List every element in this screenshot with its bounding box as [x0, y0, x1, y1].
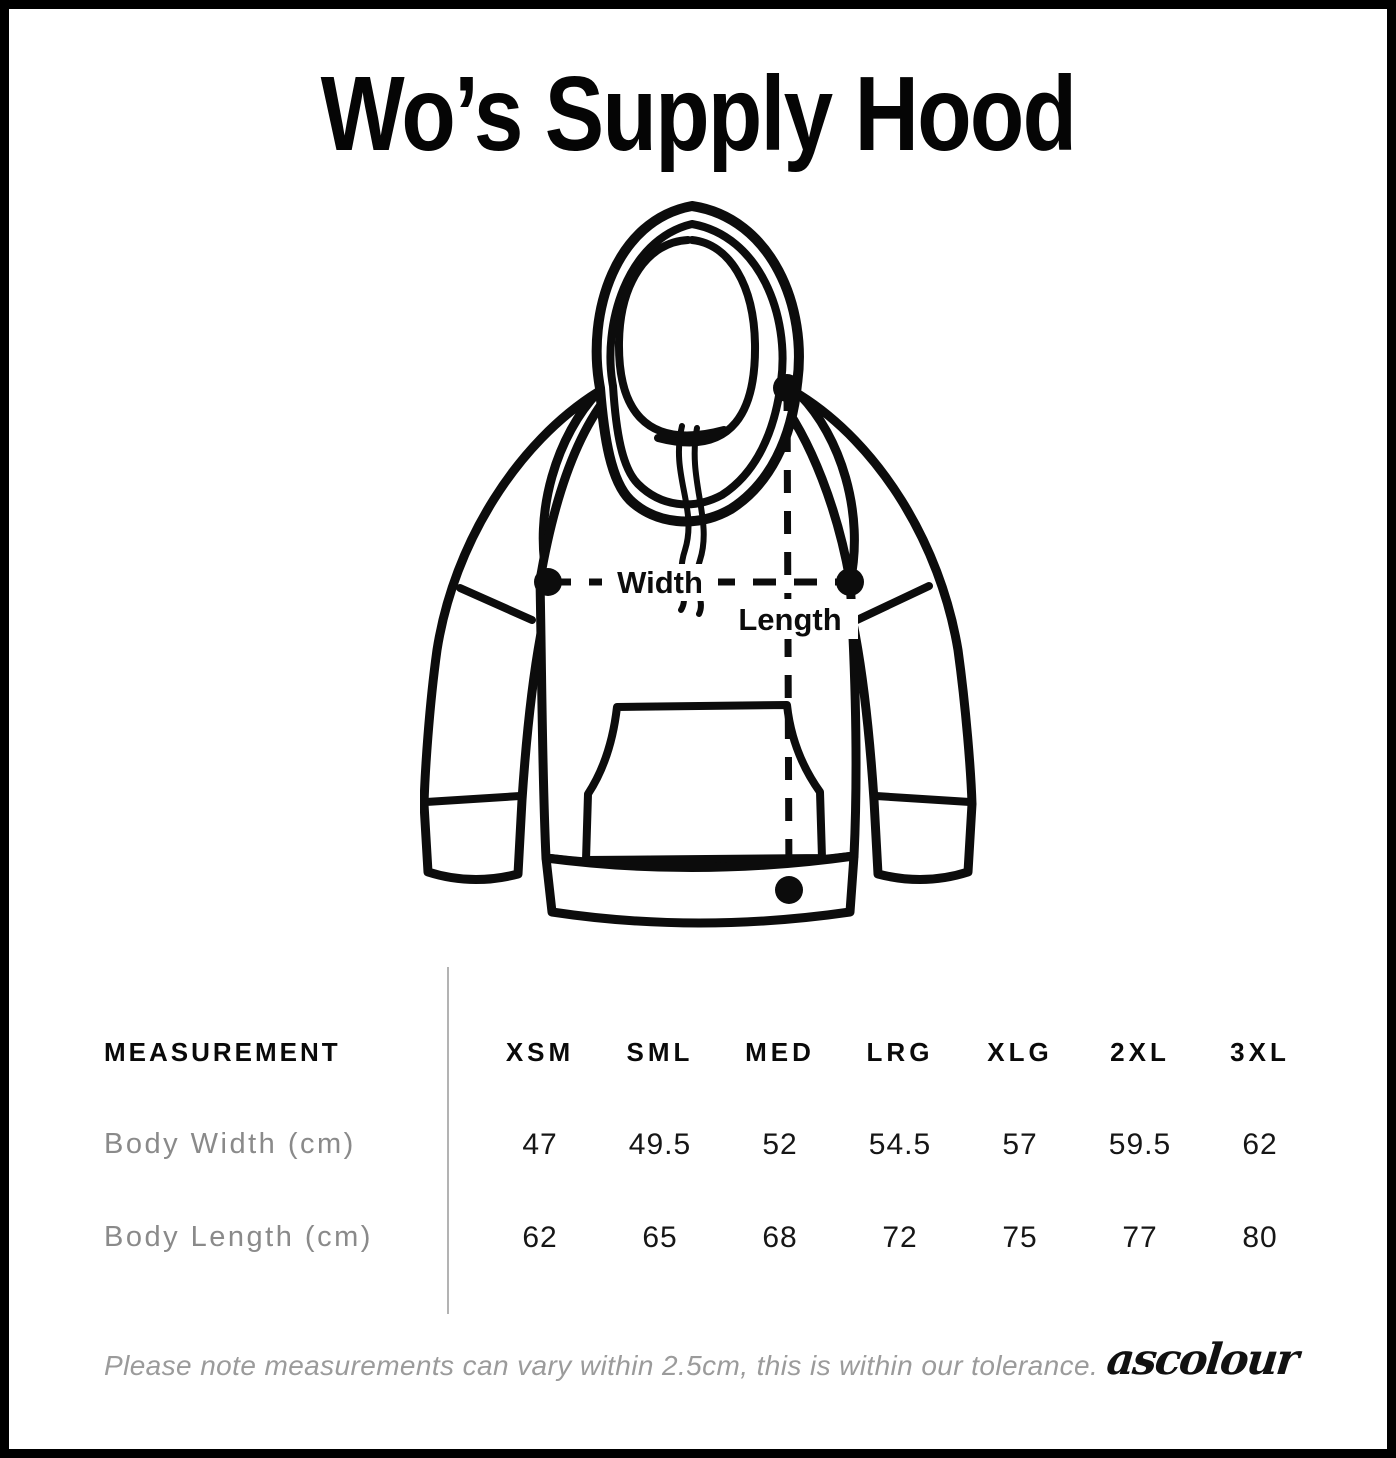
- table-divider-line: [447, 967, 449, 1314]
- body-width-2xl: 59.5: [1108, 1127, 1172, 1161]
- hood-opening-left: [614, 236, 728, 440]
- length-label-backplate: [722, 599, 858, 639]
- body-length-med: 68: [762, 1220, 798, 1254]
- body-length-sml: 65: [642, 1220, 678, 1254]
- row-label-body-length: Body Length (cm): [104, 1221, 373, 1253]
- width-dot-left: [534, 568, 562, 596]
- hood-outline: [591, 201, 804, 527]
- right-underarm-seam: [853, 582, 933, 624]
- column-header-sml: SML: [626, 1036, 694, 1067]
- body-width-med: 52: [762, 1127, 798, 1161]
- hood-opening-right: [654, 236, 760, 447]
- body-length-lrg: 72: [882, 1220, 918, 1254]
- body-width-sml: 49.5: [628, 1127, 692, 1161]
- left-cuff-seam: [422, 792, 524, 806]
- kangaroo-pocket: [582, 701, 826, 864]
- column-header-xsm: XSM: [505, 1036, 575, 1067]
- column-header-med: MED: [745, 1036, 815, 1067]
- body-length-2xl: 77: [1122, 1220, 1158, 1254]
- body-width-3xl: 62: [1242, 1127, 1278, 1161]
- size-table: MEASUREMENT XSM SML MED LRG XLG 2XL 3XL …: [104, 1006, 1320, 1284]
- body-width-xlg: 57: [1002, 1127, 1038, 1161]
- column-header-2xl: 2XL: [1110, 1036, 1170, 1067]
- hem-band: [541, 851, 859, 928]
- body-length-xsm: 62: [522, 1220, 558, 1254]
- right-cuff-seam: [872, 792, 974, 806]
- hoodie-diagram: Width Length: [420, 180, 980, 940]
- body-width-lrg: 54.5: [868, 1127, 932, 1161]
- hoodie-line-art: Width Length: [420, 201, 977, 928]
- length-label: Length: [738, 602, 841, 637]
- left-underarm-seam: [456, 584, 536, 624]
- width-dot-right: [836, 568, 864, 596]
- width-label-backplate: [602, 564, 718, 601]
- column-header-lrg: LRG: [866, 1036, 934, 1067]
- length-dot-bottom: [775, 876, 803, 904]
- body-length-xlg: 75: [1002, 1220, 1038, 1254]
- column-header-measurement: MEASUREMENT: [104, 1036, 341, 1067]
- column-header-xlg: XLG: [987, 1036, 1053, 1067]
- hood-inner-outline: [606, 220, 787, 509]
- tolerance-note: Please note measurements can vary within…: [104, 1350, 1099, 1381]
- width-label: Width: [617, 565, 703, 600]
- column-header-3xl: 3XL: [1230, 1036, 1290, 1067]
- ascolour-logo: ascolour: [1104, 1335, 1300, 1385]
- length-dot-top: [773, 374, 801, 402]
- body-width-xsm: 47: [522, 1127, 558, 1161]
- page-title: Wo’s Supply Hood: [320, 55, 1077, 173]
- row-label-body-width: Body Width (cm): [104, 1128, 356, 1160]
- body-length-3xl: 80: [1242, 1220, 1278, 1254]
